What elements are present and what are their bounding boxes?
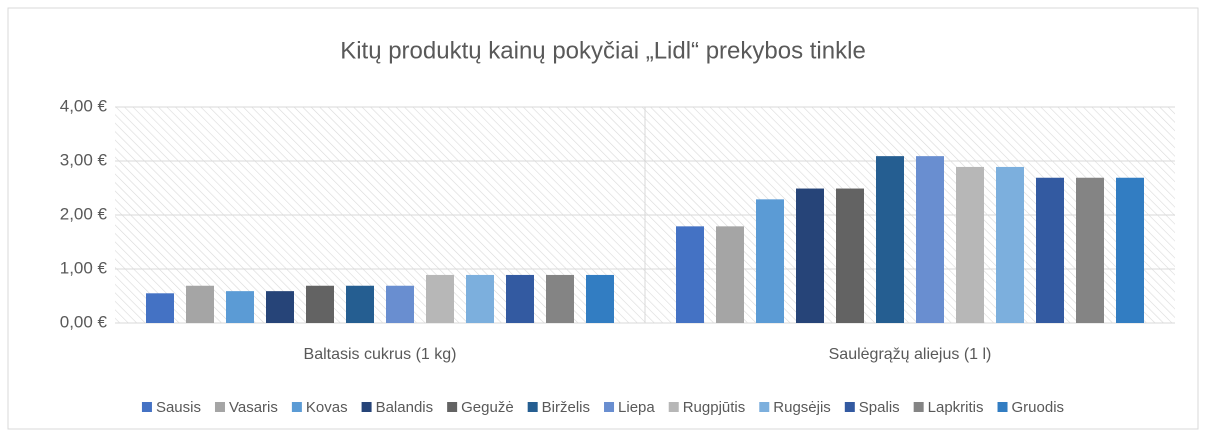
- bar: [506, 274, 534, 323]
- legend-swatch: [844, 402, 855, 412]
- legend-label: Balandis: [376, 399, 434, 416]
- bar: [346, 285, 374, 323]
- legend-swatch: [527, 402, 538, 412]
- bar: [586, 274, 614, 323]
- bar: [1076, 177, 1104, 323]
- legend-label: Rugpjūtis: [683, 399, 746, 416]
- bar: [1116, 177, 1144, 323]
- bar: [796, 188, 824, 323]
- bar: [266, 291, 294, 323]
- legend-swatch: [997, 402, 1008, 412]
- y-tick-label: 3,00 €: [60, 150, 108, 169]
- legend-label: Birželis: [542, 399, 590, 416]
- legend-swatch: [214, 402, 225, 412]
- bar: [956, 166, 984, 323]
- legend-label: Spalis: [859, 399, 900, 416]
- x-tick-label: Saulėgrąžų aliejus (1 l): [829, 346, 992, 363]
- legend-swatch: [913, 402, 924, 412]
- bar: [916, 156, 944, 323]
- legend-label: Rugsėjis: [773, 399, 831, 416]
- y-tick-label: 4,00 €: [60, 96, 108, 115]
- bar: [756, 199, 784, 323]
- legend-swatch: [759, 402, 770, 412]
- legend-swatch: [361, 402, 372, 412]
- legend-label: Liepa: [618, 399, 655, 416]
- x-tick-label: Baltasis cukrus (1 kg): [304, 346, 457, 363]
- bar: [306, 285, 334, 323]
- bar: [146, 293, 174, 323]
- legend-label: Gruodis: [1012, 399, 1065, 416]
- bar: [466, 274, 494, 323]
- legend-swatch: [604, 402, 615, 412]
- bar: [186, 285, 214, 323]
- bar: [546, 274, 574, 323]
- legend-label: Vasaris: [229, 399, 278, 416]
- bar: [716, 226, 744, 323]
- bar: [996, 166, 1024, 323]
- legend-label: Lapkritis: [928, 399, 984, 416]
- y-tick-label: 2,00 €: [60, 204, 108, 223]
- bar: [426, 274, 454, 323]
- legend-swatch: [447, 402, 458, 412]
- y-tick-label: 1,00 €: [60, 258, 108, 277]
- bar: [836, 188, 864, 323]
- legend-label: Sausis: [156, 399, 201, 416]
- chart-title: Kitų produktų kainų pokyčiai „Lidl“ prek…: [340, 37, 866, 64]
- bar: [386, 285, 414, 323]
- bar: [876, 156, 904, 323]
- legend-label: Gegužė: [461, 399, 514, 416]
- bar: [226, 291, 254, 323]
- bar: [676, 226, 704, 323]
- legend-swatch: [291, 402, 302, 412]
- bar: [1036, 177, 1064, 323]
- legend-swatch: [141, 402, 152, 412]
- legend-swatch: [668, 402, 679, 412]
- y-tick-label: 0,00 €: [60, 312, 108, 331]
- legend-label: Kovas: [306, 399, 348, 416]
